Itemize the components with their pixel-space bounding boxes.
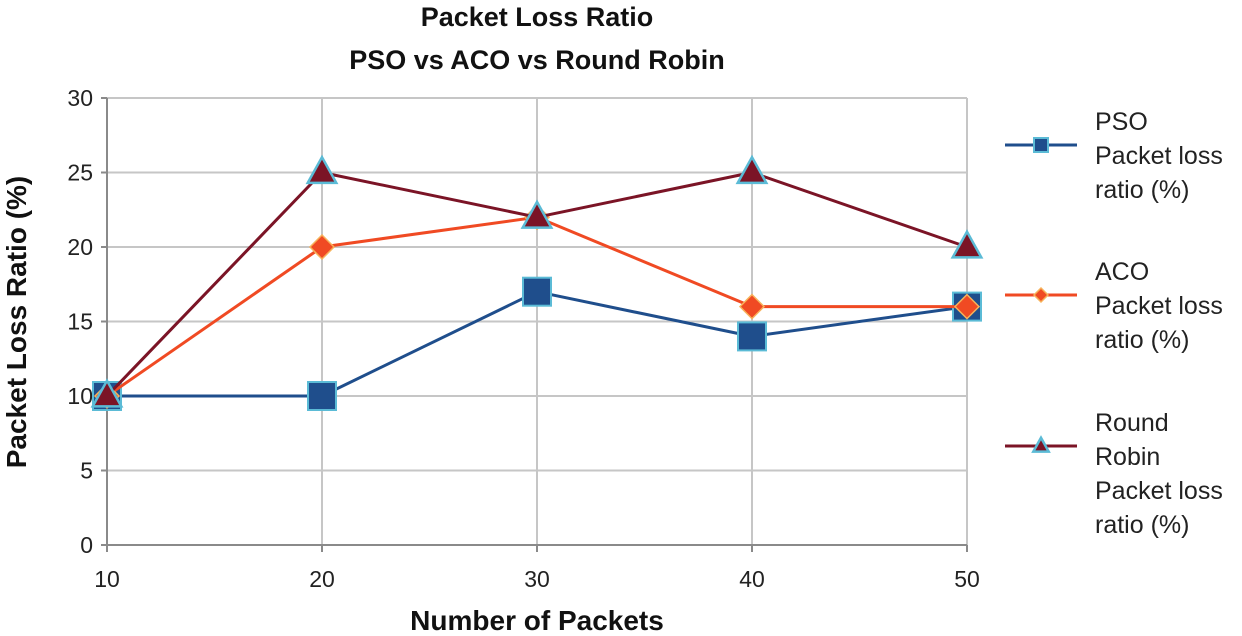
legend-label-line: Packet loss <box>1095 292 1223 320</box>
x-tick-labels: 10 20 30 40 50 <box>94 566 980 592</box>
data-point-triangle-40 <box>735 154 769 185</box>
legend-entry-2: Round Robin Packet loss ratio (%) <box>1005 409 1223 539</box>
y-tick-label: 15 <box>67 309 93 335</box>
legend-label-line: Packet loss <box>1095 477 1223 505</box>
y-tick-label: 5 <box>80 458 93 484</box>
legend-label-line: Round <box>1095 409 1169 437</box>
y-tick-label: 0 <box>80 532 93 558</box>
chart-title-line-2: PSO vs ACO vs Round Robin <box>349 45 725 75</box>
legend-marker-triangle <box>1031 435 1051 453</box>
data-point-triangle-20 <box>305 154 339 185</box>
legend: PSO Packet loss ratio (%) ACO Packet loss rat… <box>1005 108 1223 539</box>
legend-label-line: PSO <box>1095 108 1148 136</box>
legend-label-line: Packet loss <box>1095 142 1223 170</box>
legend-label-line: ratio (%) <box>1095 511 1189 539</box>
data-point-triangle-30 <box>520 199 554 229</box>
chart-title-line-1: Packet Loss Ratio <box>421 2 654 32</box>
x-tick-label: 10 <box>94 566 120 592</box>
grid-layer <box>107 97 968 545</box>
y-axis-title: Packet Loss Ratio (%) <box>1 176 32 469</box>
data-point-square-20 <box>307 381 337 411</box>
x-tick-label: 40 <box>739 566 765 592</box>
series-2 <box>90 154 984 408</box>
x-axis-title: Number of Packets <box>410 605 664 636</box>
legend-marker-square <box>1033 137 1049 153</box>
x-tick-label: 20 <box>309 566 335 592</box>
legend-entry-0: PSO Packet loss ratio (%) <box>1005 108 1223 204</box>
legend-entry-1: ACO Packet loss ratio (%) <box>1005 258 1223 354</box>
data-point-diamond-40 <box>738 293 766 320</box>
legend-label-line: ratio (%) <box>1095 176 1189 204</box>
data-point-square-40 <box>737 321 767 352</box>
data-point-triangle-10 <box>90 378 124 408</box>
data-point-diamond-20 <box>308 233 336 261</box>
data-point-triangle-50 <box>950 229 984 259</box>
y-tick-label: 30 <box>67 85 93 111</box>
y-tick-label: 20 <box>67 234 93 260</box>
legend-label-line: Robin <box>1095 443 1160 471</box>
legend-marker-diamond <box>1032 286 1050 304</box>
series-layer <box>90 154 984 411</box>
data-point-square-30 <box>522 276 552 307</box>
legend-label-line: ACO <box>1095 258 1149 286</box>
legend-label-line: ratio (%) <box>1095 326 1189 354</box>
data-point-diamond-50 <box>953 293 981 320</box>
x-tick-label: 50 <box>954 566 980 592</box>
y-tick-label: 10 <box>67 383 93 409</box>
y-tick-labels: 0 5 10 15 20 25 30 <box>67 85 93 558</box>
x-tick-label: 30 <box>524 566 550 592</box>
y-tick-label: 25 <box>67 160 93 186</box>
